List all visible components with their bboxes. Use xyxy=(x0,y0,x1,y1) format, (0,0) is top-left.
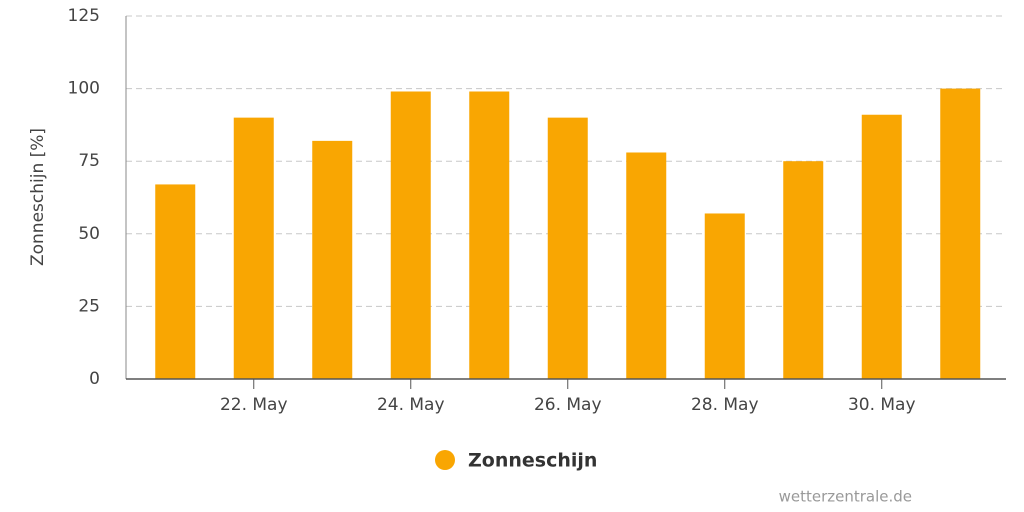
bar xyxy=(547,117,588,379)
legend-label: Zonneschijn xyxy=(468,450,597,472)
x-tick-label: 22. May xyxy=(220,395,288,415)
bar xyxy=(783,161,824,379)
y-tick-label: 75 xyxy=(78,151,100,171)
bar xyxy=(704,213,745,379)
bar xyxy=(469,91,510,379)
x-tick-label: 24. May xyxy=(377,395,445,415)
bar xyxy=(940,88,981,379)
y-tick-label: 25 xyxy=(78,296,100,316)
y-tick-label: 0 xyxy=(89,369,100,389)
x-tick-label: 26. May xyxy=(534,395,602,415)
x-tick-label: 28. May xyxy=(691,395,759,415)
bar xyxy=(861,114,902,380)
y-tick-label: 125 xyxy=(68,6,100,26)
bar xyxy=(155,184,196,379)
y-axis-title: Zonneschijn [%] xyxy=(28,128,48,266)
y-tick-label: 50 xyxy=(78,224,100,244)
bar xyxy=(626,152,667,379)
bar xyxy=(312,140,353,379)
legend-marker xyxy=(435,450,455,470)
y-tick-label: 100 xyxy=(68,79,100,99)
x-tick-label: 30. May xyxy=(848,395,916,415)
bar xyxy=(233,117,274,379)
bar xyxy=(390,91,431,379)
credit: wetterzentrale.de xyxy=(779,488,912,506)
